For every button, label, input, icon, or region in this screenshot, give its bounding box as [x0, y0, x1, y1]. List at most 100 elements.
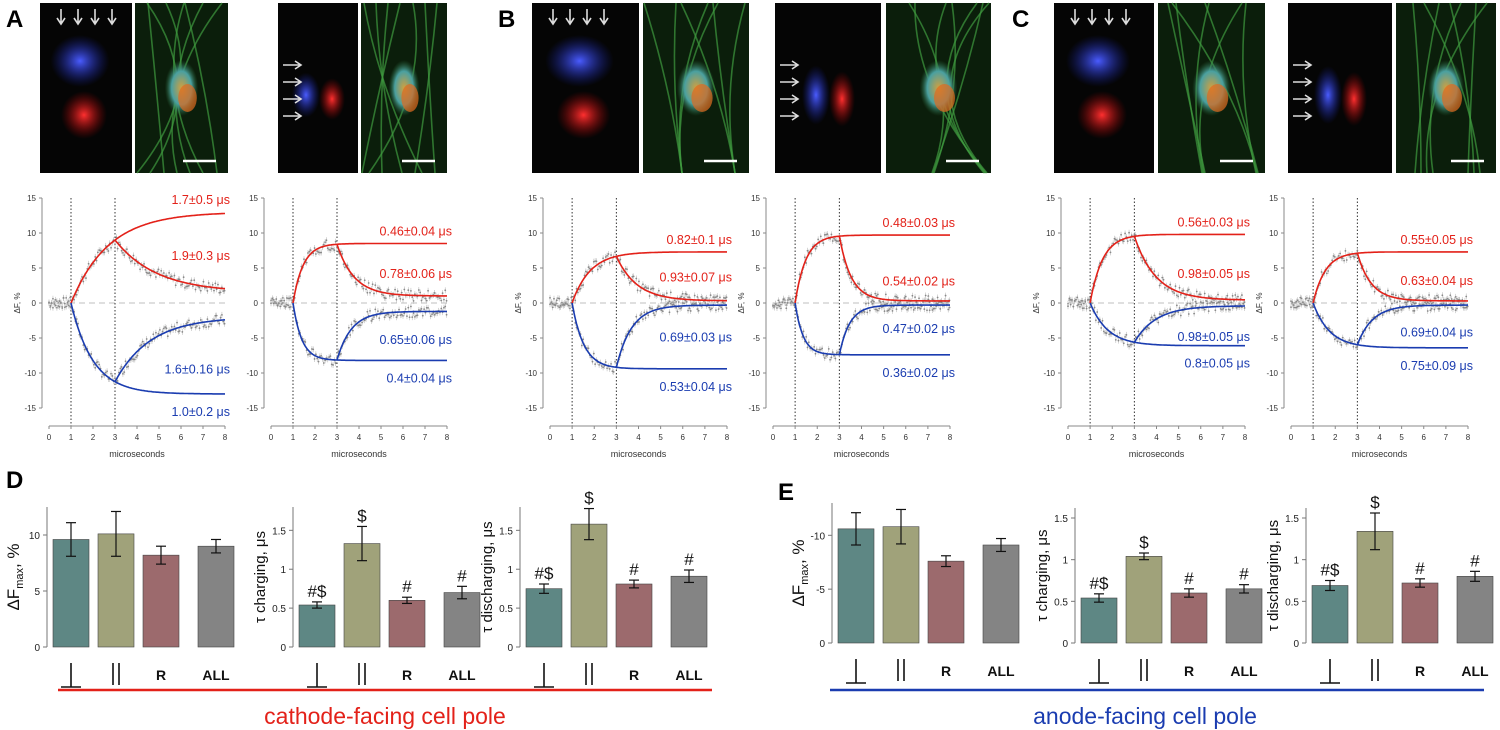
tau-annotation: 0.69±0.04 μs [1401, 325, 1473, 339]
tau-annotation: 0.82±0.1 μs [667, 233, 733, 247]
x-axis-label: microseconds [1352, 449, 1408, 459]
micrograph [361, 2, 447, 174]
bar-tick-label: 1.5 [1285, 514, 1299, 525]
x-tick-label: 0 [1289, 433, 1294, 442]
x-tick-label: 5 [157, 433, 162, 442]
y-axis-label: ΔF, % [1255, 293, 1264, 314]
significance-mark: # [1415, 559, 1425, 578]
category-label: R [402, 667, 412, 683]
x-tick-label: 5 [1399, 433, 1404, 442]
microscopy-images [40, 2, 1496, 174]
x-tick-label: 6 [1199, 433, 1204, 442]
x-tick-label: 1 [1088, 433, 1093, 442]
red-discharging-curve [114, 239, 226, 290]
x-axis-label: microseconds [1129, 449, 1185, 459]
bar-chart: 0 0.5 1 1.5τ charging, μs #$ $ # R # ALL [252, 506, 481, 688]
significance-mark: $ [357, 506, 367, 525]
category-label: R [629, 667, 639, 683]
bar-y-label: ΔFmax, % [789, 539, 811, 606]
blue-discharging-curve [838, 304, 950, 355]
tau-annotation: 0.54±0.02 μs [883, 274, 955, 288]
category-label: R [1415, 663, 1425, 679]
x-tick-label: 2 [592, 433, 597, 442]
trace-data-points [48, 234, 226, 385]
red-charging-curve [1312, 251, 1468, 304]
trace-data-points [772, 231, 951, 363]
red-discharging-curve [615, 256, 727, 302]
x-tick-label: 1 [570, 433, 575, 442]
x-tick-label: 5 [1176, 433, 1181, 442]
x-tick-label: 4 [859, 433, 864, 442]
y-tick-label: -15 [748, 404, 760, 413]
bar-tick-label: 1.5 [1054, 514, 1068, 525]
tau-annotation: 0.69±0.03 μs [660, 331, 732, 345]
tau-annotation: 0.53±0.04 μs [660, 380, 732, 394]
bar-tick-label: 1.5 [499, 526, 513, 537]
significance-mark: #$ [1321, 561, 1340, 580]
tau-annotation: 0.4±0.04 μs [387, 371, 453, 385]
bar [615, 583, 653, 648]
tau-annotation: 0.98±0.05 μs [1178, 330, 1250, 344]
bar-tick-label: 0 [34, 643, 40, 654]
y-tick-label: -15 [246, 404, 258, 413]
bar [388, 600, 426, 648]
x-tick-label: 8 [1243, 433, 1248, 442]
y-tick-label: 15 [1046, 194, 1055, 203]
bar-chart: 0 0.5 1 1.5τ discharging, μs #$ $ # R # ALL [479, 489, 708, 688]
bar [142, 554, 180, 648]
y-tick-label: -15 [24, 404, 36, 413]
trace-plot: 15 10 5 0 -5 -10 -15 ΔF, % 0 1 2 3 4 5 6 7 8 microseconds… [1032, 194, 1250, 459]
bar-tick-label: 0 [507, 643, 513, 654]
bar-tick-label: 1 [280, 565, 286, 576]
blue-discharging-curve [615, 304, 727, 368]
x-tick-label: 4 [1154, 433, 1159, 442]
y-tick-label: 0 [254, 299, 259, 308]
bar-y-label: τ discharging, μs [479, 521, 496, 632]
x-axis-label: microseconds [331, 449, 387, 459]
bar [837, 528, 875, 644]
category-label: ALL [448, 667, 476, 683]
x-tick-label: 6 [904, 433, 909, 442]
x-tick-label: 4 [135, 433, 140, 442]
bar-tick-label: 0.5 [499, 604, 513, 615]
y-tick-label: 5 [32, 264, 37, 273]
bar [982, 544, 1020, 644]
significance-mark: $ [1370, 493, 1380, 512]
x-tick-label: 3 [1132, 433, 1137, 442]
blue-discharging-curve [114, 319, 226, 383]
x-tick-label: 0 [548, 433, 553, 442]
y-tick-label: 5 [756, 264, 761, 273]
x-tick-label: 1 [291, 433, 296, 442]
bar-tick-label: 0.5 [1285, 597, 1299, 608]
blue-charging-curve [794, 302, 950, 356]
bar-y-label: τ charging, μs [252, 531, 269, 623]
y-tick-label: 10 [249, 229, 258, 238]
x-axis-label: microseconds [109, 449, 165, 459]
tau-annotation: 0.36±0.02 μs [883, 366, 955, 380]
y-tick-label: 5 [1274, 264, 1279, 273]
significance-mark: #$ [535, 564, 554, 583]
red-charging-curve [794, 234, 950, 304]
tau-annotation: 1.9±0.3 μs [171, 249, 230, 263]
bar-y-label: τ charging, μs [1034, 529, 1051, 621]
x-tick-label: 8 [445, 433, 450, 442]
x-tick-label: 2 [815, 433, 820, 442]
category-label: R [941, 663, 951, 679]
bar-y-label: τ discharging, μs [1265, 520, 1282, 631]
micrograph [1054, 3, 1154, 173]
y-tick-label: 15 [249, 194, 258, 203]
y-tick-label: -10 [1043, 369, 1055, 378]
y-tick-label: 15 [751, 194, 760, 203]
y-tick-label: 15 [528, 194, 537, 203]
y-tick-label: 0 [32, 299, 37, 308]
significance-mark: # [1184, 569, 1194, 588]
y-tick-label: -5 [29, 334, 37, 343]
y-tick-label: -10 [1266, 369, 1278, 378]
y-tick-label: -15 [525, 404, 537, 413]
x-tick-label: 6 [1422, 433, 1427, 442]
blue-charging-curve [292, 302, 447, 362]
significance-mark: #$ [308, 582, 327, 601]
blue-discharging-curve [1133, 305, 1245, 343]
